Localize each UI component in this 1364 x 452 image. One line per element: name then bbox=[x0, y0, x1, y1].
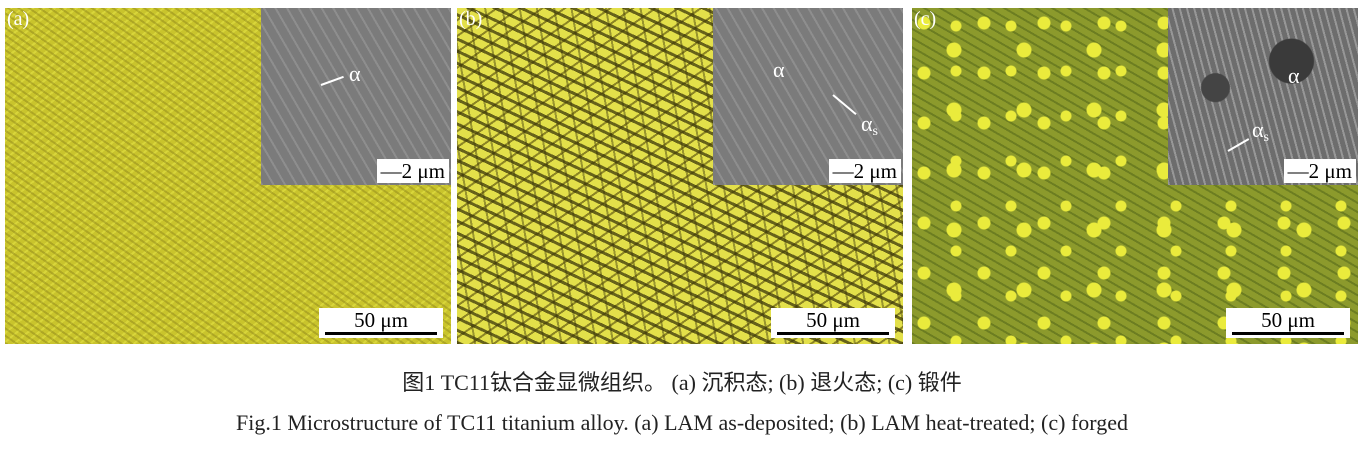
scale-bar: 50 μm bbox=[1226, 308, 1350, 338]
inset-scale-text: 2 μm bbox=[401, 159, 445, 183]
micrograph-b: (b) α αs —2 μm 50 μm bbox=[457, 8, 903, 344]
inset-scale-bar: —2 μm bbox=[828, 159, 901, 183]
alpha-s-label: αs bbox=[861, 111, 878, 139]
inset-scale-bar: —2 μm bbox=[1283, 159, 1356, 183]
arrow-icon bbox=[320, 75, 344, 86]
sem-inset: α —2 μm bbox=[261, 8, 451, 185]
inset-scale-bar: —2 μm bbox=[376, 159, 449, 183]
arrow-icon bbox=[832, 94, 857, 116]
subscript-text: s bbox=[872, 124, 878, 139]
scale-text: 50 μm bbox=[354, 308, 408, 332]
scale-bar: 50 μm bbox=[319, 308, 443, 338]
micrograph-c: (c) α αs —2 μm 50 μm bbox=[912, 8, 1358, 344]
arrow-icon bbox=[1227, 138, 1250, 152]
scale-bar: 50 μm bbox=[771, 308, 895, 338]
panel-label: (a) bbox=[7, 8, 30, 30]
alpha-label: α bbox=[773, 57, 785, 82]
panel-label: (c) bbox=[914, 8, 937, 30]
inset-scale-text: 2 μm bbox=[853, 159, 897, 183]
caption-chinese: 图1 TC11钛合金显微组织。 (a) 沉积态; (b) 退火态; (c) 锻件 bbox=[402, 370, 962, 395]
scale-text: 50 μm bbox=[806, 308, 860, 332]
alpha-label: α bbox=[1288, 63, 1300, 88]
alpha-text: α bbox=[861, 111, 873, 136]
sem-inset: α αs —2 μm bbox=[713, 8, 903, 185]
alpha-text: α bbox=[1252, 117, 1264, 142]
micrograph-a: (a) α —2 μm 50 μm bbox=[5, 8, 451, 344]
subscript-text: s bbox=[1263, 130, 1269, 145]
panel-label: (b) bbox=[459, 8, 483, 30]
inset-scale-text: 2 μm bbox=[1308, 159, 1352, 183]
sem-inset: α αs —2 μm bbox=[1168, 8, 1358, 185]
caption-english: Fig.1 Microstructure of TC11 titanium al… bbox=[236, 410, 1128, 435]
alpha-label: α bbox=[349, 61, 361, 86]
alpha-s-label: αs bbox=[1252, 117, 1269, 145]
scale-text: 50 μm bbox=[1261, 308, 1315, 332]
